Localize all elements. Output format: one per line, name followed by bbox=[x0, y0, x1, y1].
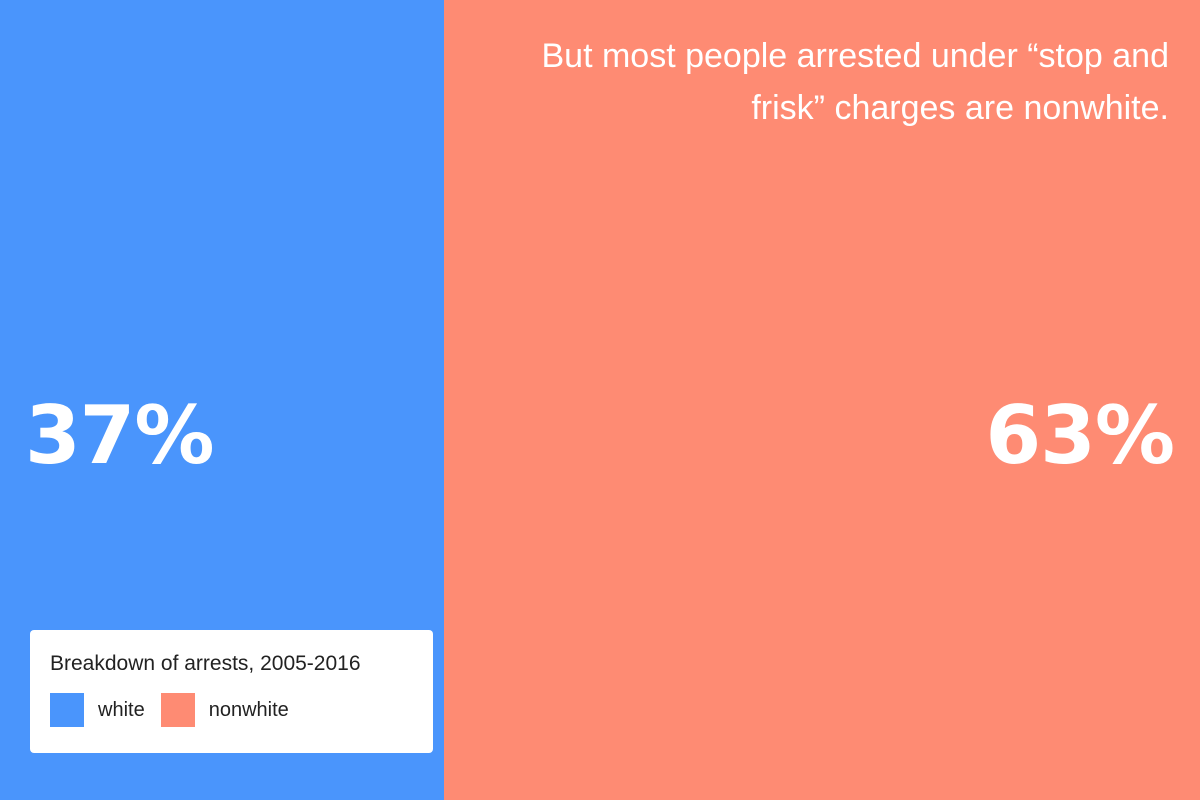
legend-title: Breakdown of arrests, 2005-2016 bbox=[50, 652, 361, 675]
legend-label-nonwhite: nonwhite bbox=[208, 698, 289, 721]
headline-annotation: But most people arrested under “stop and… bbox=[541, 37, 1170, 127]
legend-items: white nonwhite bbox=[50, 693, 413, 727]
legend: Breakdown of arrests, 2005-2016 white no… bbox=[30, 630, 433, 753]
legend-item-white: white bbox=[50, 693, 145, 727]
legend-item-nonwhite: nonwhite bbox=[160, 693, 289, 727]
data-label-white: 37% bbox=[25, 389, 214, 482]
data-label-nonwhite: 63% bbox=[985, 389, 1175, 482]
legend-swatch-white bbox=[50, 693, 84, 727]
legend-swatch-nonwhite bbox=[160, 693, 195, 727]
bar-segment-nonwhite bbox=[444, 0, 1200, 800]
legend-label-white: white bbox=[98, 698, 145, 721]
